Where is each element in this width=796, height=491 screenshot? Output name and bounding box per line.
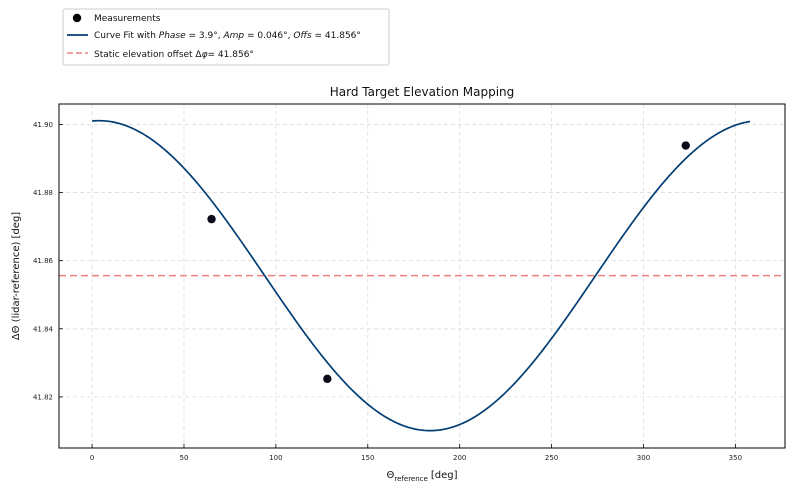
- x-axis-label-unit: [deg]: [431, 470, 458, 481]
- legend-fit-part-3: Amp: [222, 31, 244, 41]
- x-tick-label: 300: [637, 454, 650, 462]
- y-tick-label: 41.82: [33, 393, 53, 401]
- y-tick-label: 41.90: [33, 121, 53, 129]
- legend-label-measurements: Measurements: [94, 14, 161, 24]
- legend-static-part-0: Static elevation offset Δ: [94, 50, 202, 60]
- legend-static-part-2: = 41.856°: [208, 50, 254, 60]
- legend-label-static-offset: Static elevation offset Δφ= 41.856°: [94, 50, 254, 60]
- measurement-point: [207, 214, 216, 224]
- y-axis-label: ΔΘ (lidar-reference) [deg]: [11, 212, 22, 340]
- x-tick-label: 200: [453, 454, 466, 462]
- legend-fit-part-6: = 41.856°: [312, 31, 361, 41]
- x-tick-label: 350: [729, 454, 742, 462]
- x-axis-label: Θreference [deg]: [387, 470, 458, 483]
- measurement-point: [681, 141, 690, 150]
- legend-fit-part-5: Offs: [293, 31, 312, 41]
- legend-label-fit: Curve Fit with Phase = 3.9°, Amp = 0.046…: [94, 31, 361, 41]
- legend-fit-part-4: = 0.046°,: [244, 31, 293, 41]
- legend: Measurements Curve Fit with Phase = 3.9°…: [62, 8, 390, 66]
- x-tick-label: 50: [180, 454, 189, 462]
- x-tick-label: 100: [269, 454, 282, 462]
- y-tick-label: 41.84: [33, 325, 54, 333]
- legend-fit-part-2: = 3.9°,: [186, 31, 224, 41]
- x-ticks: 0 50 100 150 200 250 300 350: [90, 444, 742, 462]
- chart-title: Hard Target Elevation Mapping: [330, 85, 515, 99]
- x-tick-label: 250: [545, 454, 558, 462]
- x-tick-label: 0: [90, 454, 94, 462]
- plot-frame: [58, 103, 786, 449]
- x-tick-label: 150: [361, 454, 374, 462]
- y-tick-label: 41.88: [33, 189, 53, 197]
- measurement-points: [207, 141, 690, 384]
- legend-fit-part-1: Phase: [159, 31, 186, 41]
- y-tick-label: 41.86: [33, 257, 54, 265]
- legend-fit-part-0: Curve Fit with: [94, 31, 159, 41]
- measurement-point: [323, 374, 332, 384]
- legend-marker-measurements: [72, 13, 82, 23]
- x-axis-label-sub: reference: [394, 475, 427, 483]
- legend-box: [62, 8, 390, 66]
- x-axis-label-main: Θ: [387, 470, 395, 481]
- y-ticks: 41.82 41.84 41.86 41.88 41.90: [33, 121, 63, 401]
- fit-layer: [92, 119, 751, 432]
- legend-static-part-1: φ: [202, 50, 208, 60]
- fit-curve: [92, 119, 751, 432]
